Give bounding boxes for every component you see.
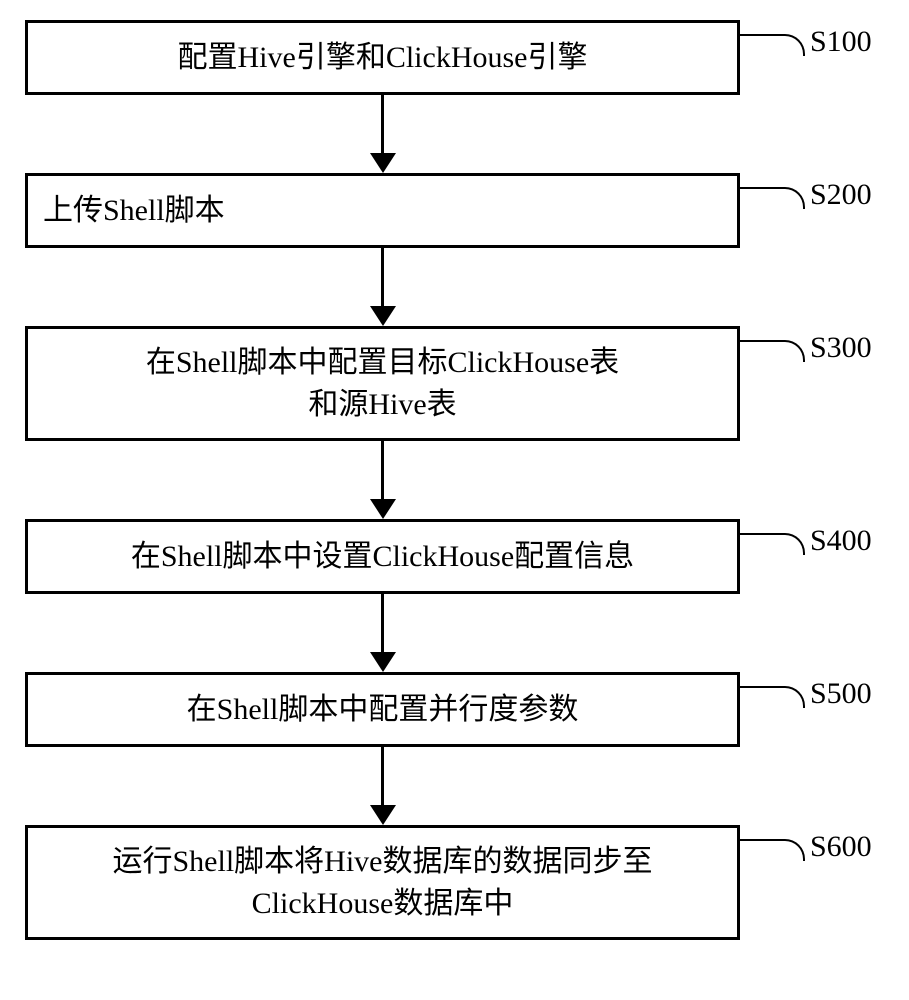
arrow-line-1 [381, 95, 384, 155]
arrow-head-3 [370, 499, 396, 519]
step-box-s300: 在Shell脚本中配置目标ClickHouse表 和源Hive表 [25, 326, 740, 441]
step-label-s300: S300 [810, 331, 872, 365]
step-box-s600: 运行Shell脚本将Hive数据库的数据同步至 ClickHouse数据库中 [25, 825, 740, 940]
arrow-line-4 [381, 594, 384, 654]
arrow-2 [25, 248, 740, 326]
flowchart-container: 配置Hive引擎和ClickHouse引擎 S100 上传Shell脚本 S20… [25, 20, 885, 940]
step-text-s200: 上传Shell脚本 [43, 190, 225, 232]
arrow-3 [25, 441, 740, 519]
arrow-line-3 [381, 441, 384, 501]
step-s600: 运行Shell脚本将Hive数据库的数据同步至 ClickHouse数据库中 S… [25, 825, 885, 940]
step-label-s200: S200 [810, 178, 872, 212]
step-label-s500: S500 [810, 677, 872, 711]
label-connector-s200 [740, 187, 805, 209]
arrow-head-1 [370, 153, 396, 173]
label-connector-s400 [740, 533, 805, 555]
step-box-s400: 在Shell脚本中设置ClickHouse配置信息 [25, 519, 740, 594]
step-s200: 上传Shell脚本 S200 [25, 173, 885, 248]
step-box-s500: 在Shell脚本中配置并行度参数 [25, 672, 740, 747]
step-label-s600: S600 [810, 830, 872, 864]
step-box-s200: 上传Shell脚本 [25, 173, 740, 248]
arrow-head-4 [370, 652, 396, 672]
arrow-4 [25, 594, 740, 672]
arrow-head-2 [370, 306, 396, 326]
label-connector-s500 [740, 686, 805, 708]
step-text-s100: 配置Hive引擎和ClickHouse引擎 [178, 37, 588, 79]
step-s300: 在Shell脚本中配置目标ClickHouse表 和源Hive表 S300 [25, 326, 885, 441]
step-box-s100: 配置Hive引擎和ClickHouse引擎 [25, 20, 740, 95]
step-s100: 配置Hive引擎和ClickHouse引擎 S100 [25, 20, 885, 95]
step-label-s100: S100 [810, 25, 872, 59]
step-label-s400: S400 [810, 524, 872, 558]
step-s400: 在Shell脚本中设置ClickHouse配置信息 S400 [25, 519, 885, 594]
label-connector-s100 [740, 34, 805, 56]
arrow-5 [25, 747, 740, 825]
arrow-1 [25, 95, 740, 173]
step-s500: 在Shell脚本中配置并行度参数 S500 [25, 672, 885, 747]
step-text-s400: 在Shell脚本中设置ClickHouse配置信息 [131, 536, 634, 578]
step-text-s300: 在Shell脚本中配置目标ClickHouse表 和源Hive表 [146, 342, 619, 426]
step-text-s500: 在Shell脚本中配置并行度参数 [187, 689, 579, 731]
step-text-s600: 运行Shell脚本将Hive数据库的数据同步至 ClickHouse数据库中 [113, 841, 653, 925]
label-connector-s300 [740, 340, 805, 362]
arrow-head-5 [370, 805, 396, 825]
label-connector-s600 [740, 839, 805, 861]
arrow-line-5 [381, 747, 384, 807]
arrow-line-2 [381, 248, 384, 308]
